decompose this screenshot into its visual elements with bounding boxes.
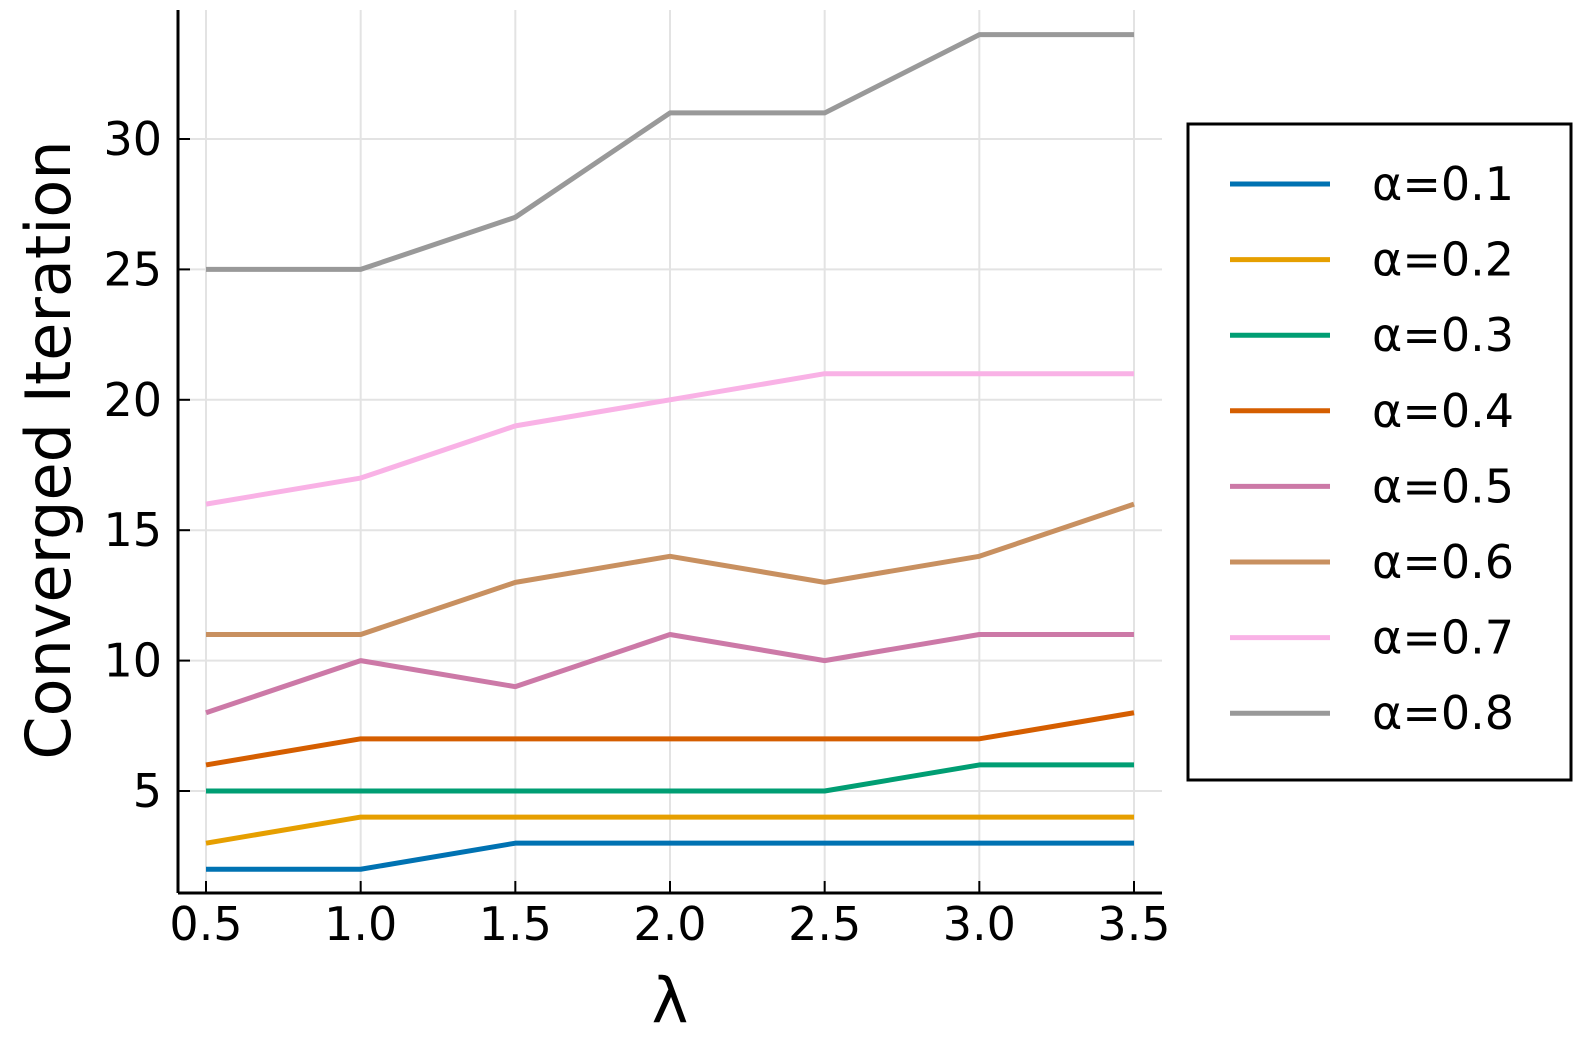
x-tick-label: 3.0 (943, 897, 1016, 951)
y-tick-label: 25 (103, 242, 162, 296)
series-line (205, 371, 1134, 507)
grid-lines (178, 10, 1162, 893)
y-axis-title: Converged Iteration (12, 140, 85, 759)
legend-entry: α=0.7 (1372, 611, 1514, 665)
series-line (205, 632, 1134, 716)
legend: α=0.1 α=0.2 α=0.3 α=0.4 α=0.5 α=0.6 α=0.7 α=0.8 (1186, 122, 1573, 782)
legend-entry: α=0.3 (1372, 308, 1514, 362)
x-tick-labels: 0.5 1.0 1.5 2.0 2.5 3.0 3.5 (169, 881, 1171, 951)
series-line (205, 814, 1134, 846)
y-tick-label: 20 (103, 373, 162, 427)
y-tick-label: 15 (103, 503, 162, 557)
y-tick-label: 30 (103, 112, 162, 166)
series-line (206, 840, 1134, 872)
series-line (206, 501, 1135, 638)
x-tick-label: 1.5 (479, 897, 552, 951)
y-tick-label: 10 (103, 634, 162, 688)
x-tick-label: 3.5 (1097, 897, 1170, 951)
x-tick-label: 0.5 (169, 897, 242, 951)
legend-box (1186, 122, 1573, 782)
series-line (206, 32, 1134, 272)
series-lines (205, 32, 1135, 872)
legend-entry: α=0.4 (1372, 384, 1514, 438)
legend-entry: α=0.5 (1372, 459, 1514, 513)
legend-entry: α=0.6 (1372, 535, 1514, 589)
series-line (205, 710, 1135, 768)
legend-entry: α=0.1 (1372, 157, 1514, 211)
legend-entry: α=0.2 (1372, 233, 1514, 287)
series-line (206, 762, 1134, 794)
x-tick-label: 1.0 (324, 897, 397, 951)
x-tick-label: 2.5 (788, 897, 861, 951)
legend-entry: α=0.8 (1372, 686, 1514, 740)
y-tick-label: 5 (133, 764, 162, 818)
x-tick-label: 2.0 (633, 897, 706, 951)
x-axis-title: λ (652, 964, 689, 1037)
y-tick-labels: 5 10 15 20 25 30 (103, 112, 190, 818)
